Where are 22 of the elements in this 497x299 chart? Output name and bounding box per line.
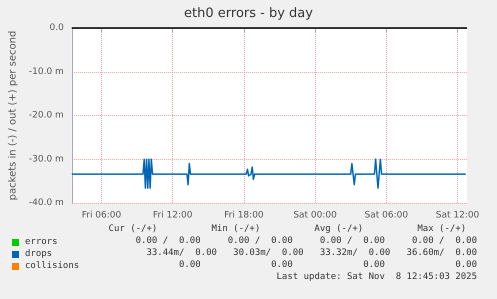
legend-label: drops: [25, 249, 52, 259]
y-tick-label: -20.0 m: [28, 110, 64, 120]
legend-label: collisions: [25, 261, 80, 271]
text: 0.00 / 0.00 0.00 / 0.00 0.00 / 0.00 0.00 / 0.00: [136, 236, 477, 246]
x-tick-label: Fri 18:00: [224, 210, 264, 220]
y-tick-label: -10.0 m: [28, 66, 64, 77]
chart-title: eth0 errors - by day: [184, 6, 314, 21]
y-axis-title: packets in (-) / out (+) per second: [8, 30, 18, 200]
y-tick-label: -40.0 m: [28, 198, 64, 208]
legend-label: errors: [25, 237, 58, 247]
x-tick-label: Fri 12:00: [152, 210, 193, 220]
text: 0.00 0.00 0.00 0.00: [178, 260, 477, 270]
x-tick-label: Sat 00:00: [293, 210, 338, 220]
x-tick-label: Sat 12:00: [436, 210, 480, 220]
y-tick-label: 0.0: [49, 23, 64, 33]
text: Cur (-/+) Min (-/+) Avg (-/+) Max (-/+): [108, 224, 468, 234]
text: 33.44m/ 0.00 30.03m/ 0.00 33.32m/ 0.00 36.60m/ 0.00: [146, 248, 477, 258]
x-tick-label: Fri 06:00: [82, 210, 122, 220]
line-series: [71, 158, 467, 189]
x-tick-label: Sat 06:00: [364, 210, 408, 220]
y-tick-label: -30.0 m: [28, 154, 64, 164]
text: Last update: Sat Nov 8 12:45:03 2025: [276, 272, 477, 282]
